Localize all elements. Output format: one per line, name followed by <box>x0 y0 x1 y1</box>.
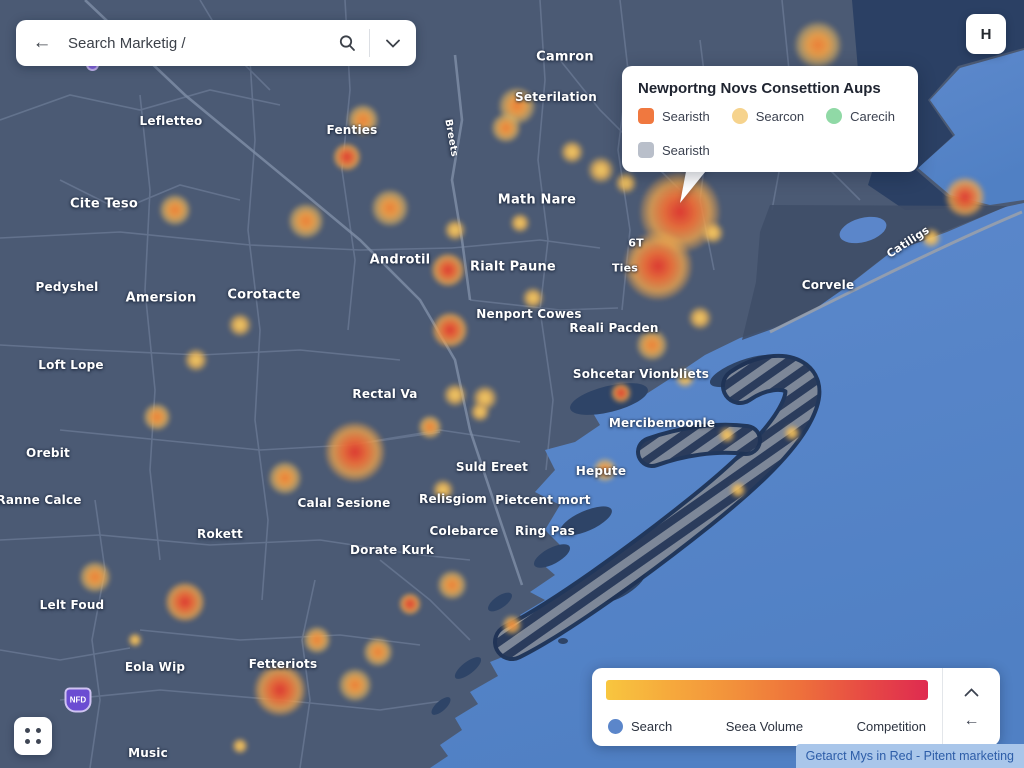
legend-swatch-icon <box>638 108 654 124</box>
pond <box>839 216 887 244</box>
legend-labels: Search Seea Volume Competition <box>606 719 928 736</box>
coast-road <box>769 210 1023 334</box>
back-arrow-icon: ← <box>32 32 52 53</box>
legend-main: Search Seea Volume Competition <box>592 668 942 746</box>
water-inlet-ne <box>918 50 1024 205</box>
legend-collapse-button[interactable] <box>960 681 983 705</box>
search-input[interactable] <box>68 34 325 52</box>
apps-button[interactable] <box>14 717 52 755</box>
tooltip-legend-label: Searcon <box>755 108 805 124</box>
status-text: Getarct Mys in Red - Pitent marketing <box>805 749 1014 763</box>
legend-swatch-icon <box>731 108 748 124</box>
legend-label: Seea Volume <box>725 719 804 734</box>
search-button[interactable] <box>325 20 369 66</box>
barrier-spit <box>493 353 822 661</box>
search-bar: ← <box>16 20 416 66</box>
tooltip-title: Newportng Novs Consettion Aups <box>638 80 881 97</box>
tooltip-legend-label: Searisth <box>662 142 710 158</box>
tooltip-legend-label: Carecih <box>850 108 895 124</box>
tooltip-legend-item: Carecih <box>826 108 895 124</box>
legend-swatch-icon <box>638 142 654 158</box>
legend-swatch-icon <box>826 108 843 124</box>
map-tooltip: Newportng Novs Consettion Aups Searisth S… <box>622 66 918 172</box>
h-map-control-button[interactable]: H <box>966 14 1006 54</box>
legend-back-button[interactable]: ← <box>960 709 984 733</box>
search-icon <box>339 35 355 51</box>
legend-gradient-bar <box>606 680 928 700</box>
tooltip-legend-item: Searisth <box>638 108 710 124</box>
tooltip-legend-item: Searcon <box>731 108 805 124</box>
legend-card: Search Seea Volume Competition ← <box>592 668 1000 746</box>
coastal-strip <box>742 205 1008 340</box>
legend-label: Search <box>608 719 672 734</box>
tooltip-legend-item: Searisth <box>638 142 710 158</box>
legend-label: Competition <box>856 719 926 734</box>
search-bar-divider <box>369 29 370 57</box>
chevron-down-icon <box>386 39 400 48</box>
chevron-up-icon <box>964 688 979 697</box>
tooltip-legend: Searisth Searcon Carecih Searisth <box>638 108 902 158</box>
apps-grid-icon <box>24 727 42 745</box>
arrow-left-icon: ← <box>963 712 980 729</box>
legend-controls: ← <box>942 668 1000 746</box>
back-button[interactable]: ← <box>16 20 68 66</box>
status-bar: Getarct Mys in Red - Pitent marketing <box>795 744 1024 768</box>
search-dropdown-button[interactable] <box>370 20 416 66</box>
tooltip-legend-label: Searisth <box>662 108 710 124</box>
series-dot-icon <box>608 719 623 734</box>
